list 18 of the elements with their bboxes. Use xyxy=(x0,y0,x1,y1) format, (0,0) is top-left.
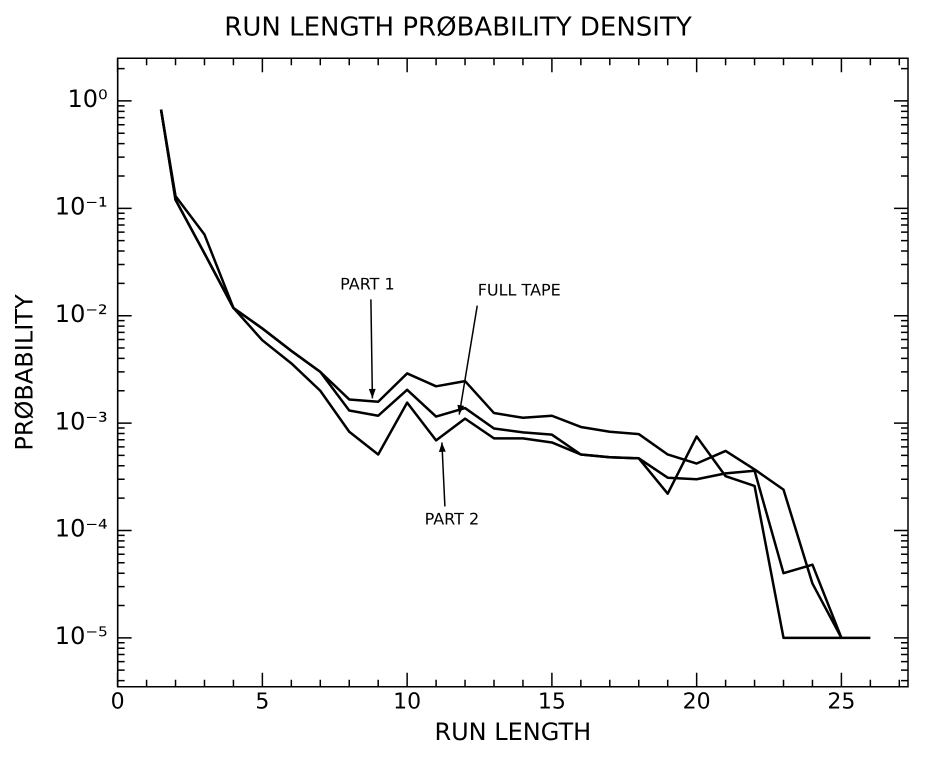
x-tick-label: 20 xyxy=(682,690,711,715)
x-tick-label: 10 xyxy=(393,690,422,715)
x-tick-label: 15 xyxy=(538,690,566,715)
x-axis-title: RUN LENGTH xyxy=(434,718,592,746)
y-tick-label: 10⁻² xyxy=(54,300,108,328)
y-tick-label: 10⁰ xyxy=(67,85,108,114)
y-tick-label: 10⁻¹ xyxy=(54,192,108,221)
y-tick-label: 10⁻³ xyxy=(54,407,108,436)
chart-title: RUN LENGTH PRØBABILITY DENSITY xyxy=(224,12,692,42)
annotation: PART 2 xyxy=(424,510,480,529)
x-tick-label: 5 xyxy=(255,690,270,715)
y-axis-title: PRØBABILITY xyxy=(10,294,39,451)
x-tick-label: 25 xyxy=(827,690,856,715)
y-tick-label: 10⁻⁵ xyxy=(54,622,108,650)
annotation: FULL TAPE xyxy=(478,280,561,300)
y-tick-label: 10⁻⁴ xyxy=(54,514,108,543)
annotation: PART 1 xyxy=(340,274,395,294)
x-tick-label: 0 xyxy=(110,690,125,715)
